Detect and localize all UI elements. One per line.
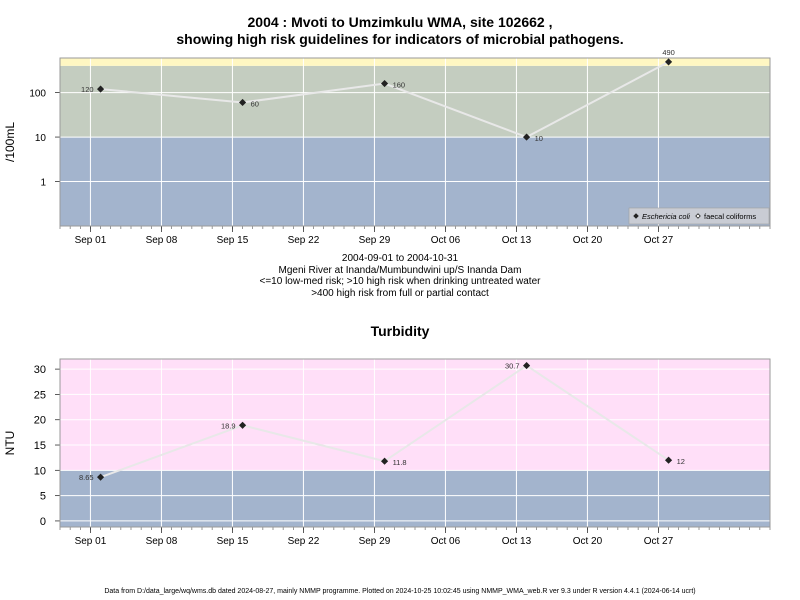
ecoli-y-tick-label: 100	[29, 89, 46, 100]
turbidity-y-tick-label: 25	[34, 389, 46, 401]
ecoli-risk-band-3	[60, 58, 770, 66]
turbidity-risk-band-1	[60, 470, 770, 527]
turbidity-x-tick-label: Sep 22	[288, 536, 320, 547]
ecoli-x-tick-label: Oct 13	[502, 235, 532, 246]
turbidity-data-point	[665, 456, 673, 464]
ecoli-x-tick-label: Oct 27	[644, 235, 674, 246]
ecoli-data-point	[239, 98, 247, 107]
ecoli-y-tick-label: 10	[35, 133, 47, 144]
ecoli-legend-label: Eschericia coli	[642, 212, 690, 221]
turbidity-plot-frame	[59, 358, 771, 528]
turbidity-y-tick-label: 20	[34, 415, 46, 427]
ecoli-data-point	[665, 58, 673, 66]
ecoli-data-label: 120	[81, 85, 94, 94]
turbidity-x-tick-label: Sep 01	[75, 536, 107, 547]
turbidity-y-tick-label: 5	[40, 491, 46, 503]
ecoli-x-tick-label: Oct 20	[573, 235, 603, 246]
ecoli-data-point	[381, 79, 389, 88]
ecoli-legend-marker	[695, 213, 701, 219]
turbidity-x-tick-label: Oct 06	[431, 536, 461, 547]
subtitle-date-range: 2004-09-01 to 2004-10-31	[341, 253, 459, 264]
ecoli-data-label: 160	[393, 81, 406, 90]
ecoli-data-label: 10	[535, 134, 543, 143]
turbidity-risk-band-2	[60, 359, 770, 471]
turbidity-title: Turbidity	[370, 323, 430, 339]
ecoli-plot-frame	[59, 57, 771, 227]
ecoli-data-label: 60	[251, 99, 259, 108]
turbidity-x-tick-label: Sep 15	[217, 536, 249, 547]
subtitle-drinking-guideline: <=10 low-med risk; >10 high risk when dr…	[259, 276, 541, 287]
ecoli-y-axis-title: /100mL	[3, 122, 17, 162]
ecoli-x-tick-label: Sep 01	[75, 235, 107, 246]
ecoli-x-tick-label: Sep 15	[217, 235, 249, 246]
turbidity-data-label: 11.8	[393, 458, 407, 467]
turbidity-y-axis-title: NTU	[3, 431, 17, 456]
chart-subtitle: 2004-09-01 to 2004-10-31 Mgeni River at …	[0, 253, 800, 299]
footer-note: Data from D:/data_large/wq/wms.db dated …	[104, 588, 696, 595]
turbidity-data-label: 12	[677, 457, 685, 466]
ecoli-data-label: 490	[662, 48, 675, 57]
ecoli-risk-band-2	[60, 65, 770, 138]
turbidity-data-label: 18.9	[221, 421, 236, 430]
turbidity-x-tick-label: Sep 08	[146, 536, 178, 547]
turbidity-y-tick-label: 15	[34, 440, 46, 452]
ecoli-x-tick-label: Oct 06	[431, 235, 461, 246]
ecoli-x-tick-label: Sep 29	[359, 235, 391, 246]
turbidity-x-tick-label: Oct 27	[644, 536, 674, 547]
chart-title-line-2: showing high risk guidelines for indicat…	[176, 31, 624, 47]
turbidity-x-tick-label: Sep 29	[359, 536, 391, 547]
turbidity-data-point	[523, 362, 531, 370]
turbidity-data-point	[381, 457, 389, 465]
turbidity-y-tick-label: 10	[34, 465, 46, 477]
ecoli-data-point	[523, 133, 531, 141]
ecoli-x-tick-label: Sep 22	[288, 235, 320, 246]
chart-title-line-1: 2004 : Mvoti to Umzimkulu WMA, site 1026…	[247, 14, 553, 30]
subtitle-contact-guideline: >400 high risk from full or partial cont…	[311, 287, 489, 299]
ecoli-x-tick-label: Sep 08	[146, 235, 178, 246]
turbidity-chart: Sep 01 Sep 08 Sep 15 Sep 22 Sep 29 Oct 06 Oct …	[3, 358, 771, 547]
turbidity-x-tick-label: Oct 13	[502, 536, 532, 547]
turbidity-y-tick-label: 30	[34, 364, 46, 376]
turbidity-x-tick-label: Oct 20	[573, 536, 603, 547]
turbidity-y-tick-label: 0	[40, 516, 46, 528]
chart-title: 2004 : Mvoti to Umzimkulu WMA, site 1026…	[0, 14, 800, 48]
turbidity-data-point	[239, 421, 247, 429]
ecoli-chart: Sep 01 Sep 08 Sep 15 Sep 22 Sep 29 Oct 06 Oct …	[3, 48, 771, 246]
ecoli-legend-label: faecal coliforms	[704, 212, 756, 221]
turbidity-data-label: 30.7	[505, 362, 520, 371]
ecoli-data-point	[97, 85, 105, 93]
ecoli-y-tick-label: 1	[40, 178, 46, 189]
ecoli-legend-marker	[633, 213, 639, 219]
turbidity-data-point	[97, 473, 105, 481]
turbidity-data-label: 8.65	[79, 473, 94, 482]
subtitle-site-name: Mgeni River at Inanda/Mumbundwini up/S I…	[278, 264, 522, 276]
